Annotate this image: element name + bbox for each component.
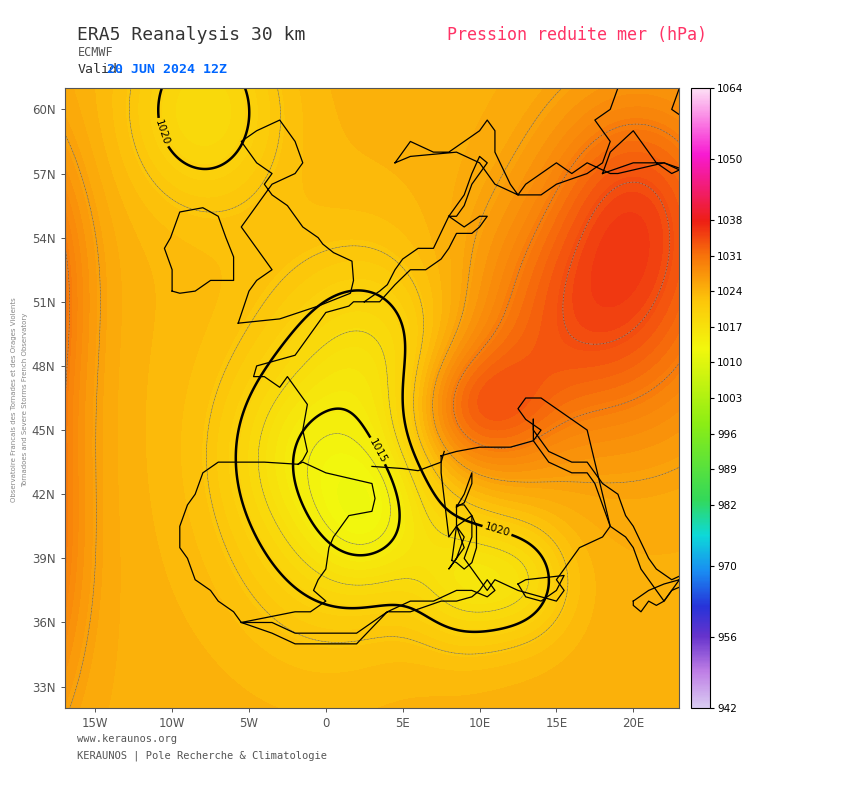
Text: Tornadoes and Severe Storms French Observatory: Tornadoes and Severe Storms French Obser… — [22, 313, 28, 487]
Text: KERAUNOS | Pole Recherche & Climatologie: KERAUNOS | Pole Recherche & Climatologie — [77, 750, 328, 761]
Text: 1020: 1020 — [483, 522, 511, 539]
Text: Pression reduite mer (hPa): Pression reduite mer (hPa) — [447, 26, 707, 44]
Text: ERA5 Reanalysis 30 km: ERA5 Reanalysis 30 km — [77, 26, 306, 44]
Text: Observatoire Francais des Tornades et des Orages Violents: Observatoire Francais des Tornades et de… — [11, 298, 16, 502]
Text: ECMWF: ECMWF — [77, 46, 113, 58]
Text: 1020: 1020 — [153, 118, 171, 146]
Text: 1015: 1015 — [367, 437, 389, 465]
Text: 20 JUN 2024 12Z: 20 JUN 2024 12Z — [107, 63, 227, 76]
Text: www.keraunos.org: www.keraunos.org — [77, 734, 177, 744]
Text: Valid.: Valid. — [77, 63, 126, 76]
